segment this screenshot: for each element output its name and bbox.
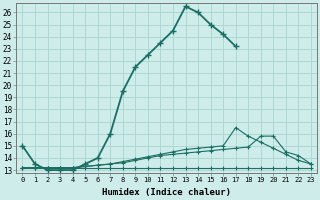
X-axis label: Humidex (Indice chaleur): Humidex (Indice chaleur) [102, 188, 231, 197]
